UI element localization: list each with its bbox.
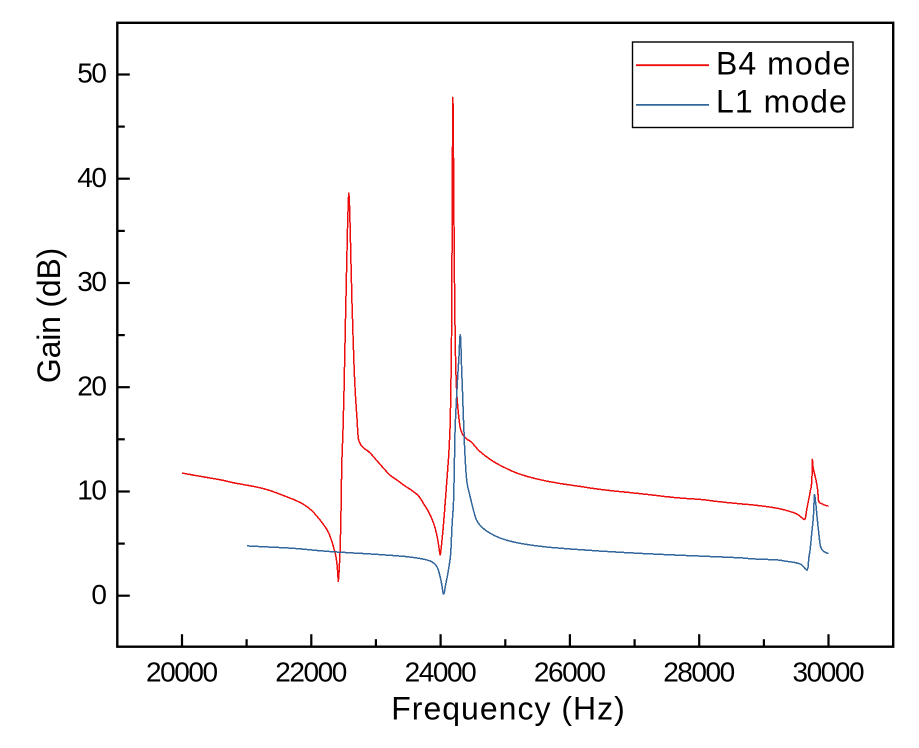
svg-text:Frequency (Hz): Frequency (Hz) [391, 690, 626, 726]
svg-text:20000: 20000 [146, 656, 217, 687]
svg-text:B4 mode: B4 mode [716, 46, 851, 82]
svg-text:24000: 24000 [405, 656, 476, 687]
svg-text:50: 50 [77, 58, 106, 89]
svg-text:26000: 26000 [534, 656, 605, 687]
svg-text:0: 0 [91, 579, 106, 610]
svg-text:28000: 28000 [663, 656, 734, 687]
svg-text:22000: 22000 [275, 656, 346, 687]
svg-text:10: 10 [77, 475, 106, 506]
svg-text:20: 20 [77, 370, 106, 401]
svg-text:30: 30 [77, 266, 106, 297]
svg-text:L1 mode: L1 mode [716, 84, 848, 120]
svg-text:Gain (dB): Gain (dB) [31, 248, 67, 383]
svg-text:40: 40 [77, 162, 106, 193]
svg-text:30000: 30000 [792, 656, 863, 687]
